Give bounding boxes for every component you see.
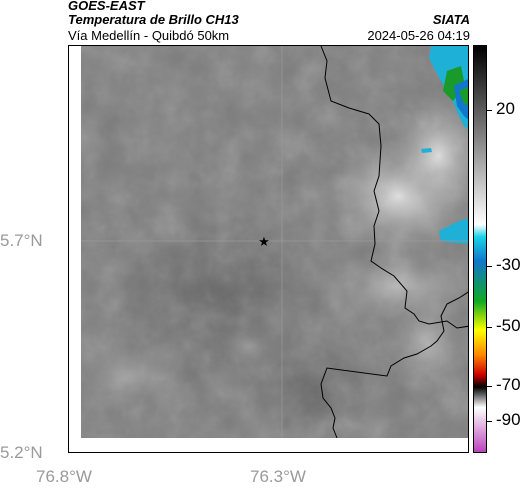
colorbar-label: -30 xyxy=(496,255,521,274)
product-title: Temperatura de Brillo CH13 xyxy=(68,12,239,27)
department-border xyxy=(320,46,468,329)
cloud-texture xyxy=(81,46,468,438)
lat-label: 5.2°N xyxy=(0,443,43,462)
cold-cloud-core xyxy=(459,86,468,106)
lon-label: 76.3°W xyxy=(250,467,306,486)
colorbar-label: -50 xyxy=(496,316,521,335)
lon-label: 76.8°W xyxy=(36,467,92,486)
satellite-title: GOES-EAST xyxy=(68,0,145,13)
agency-label: SIATA xyxy=(432,12,470,27)
colorbar-tick xyxy=(487,110,492,111)
colorbar-tick xyxy=(487,386,492,387)
colorbar-tick xyxy=(487,266,492,267)
satellite-map[interactable]: ★ xyxy=(68,45,469,453)
colorbar-label: -90 xyxy=(496,410,521,429)
colorbar-label: 20 xyxy=(496,99,515,118)
colorbar xyxy=(473,45,487,453)
cold-cloud-tops xyxy=(439,218,468,244)
region-subtitle: Vía Medellín - Quibdó 50km xyxy=(68,28,230,43)
colorbar-tick xyxy=(487,327,492,328)
cold-cloud-tops xyxy=(421,148,432,153)
lat-label: 5.7°N xyxy=(0,231,43,250)
star-icon: ★ xyxy=(258,234,270,249)
department-border xyxy=(320,291,468,452)
brightness-temperature-image: ★ xyxy=(69,46,468,452)
timestamp-label: 2024-05-26 04:19 xyxy=(367,28,470,43)
colorbar-tick xyxy=(487,421,492,422)
colorbar-label: -70 xyxy=(496,375,521,394)
